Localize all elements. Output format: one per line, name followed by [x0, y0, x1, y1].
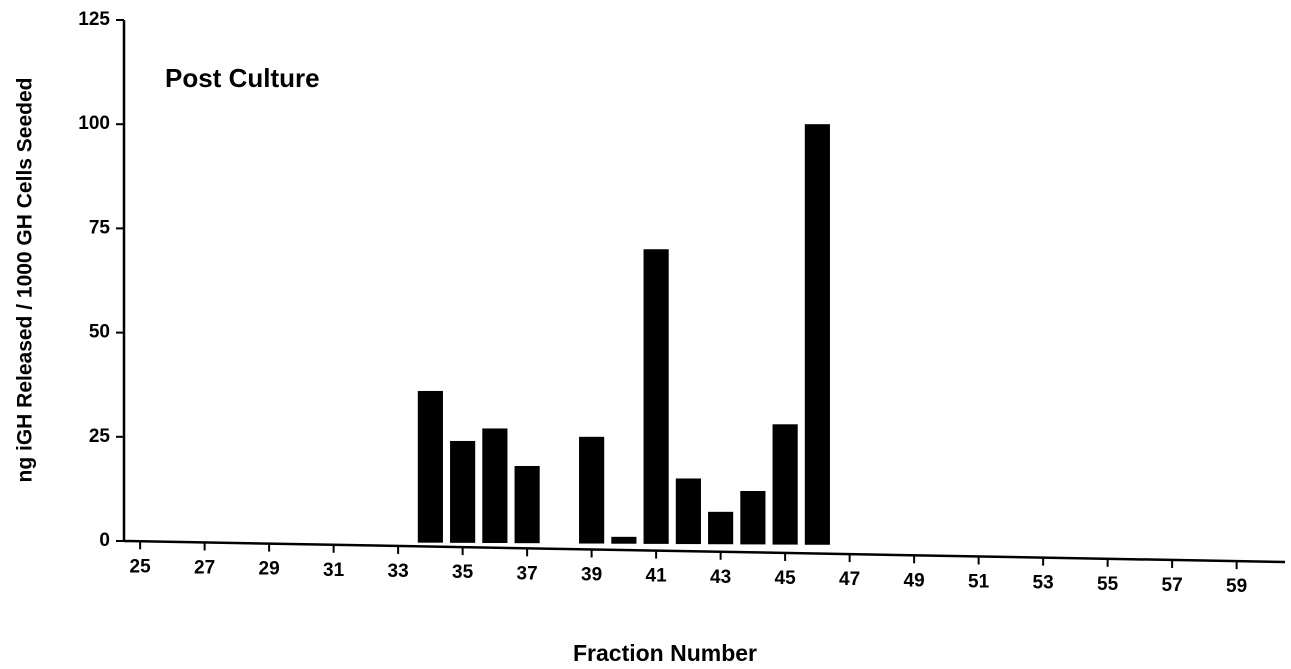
bar [482, 428, 508, 544]
x-tick-label: 35 [452, 562, 474, 583]
y-tick-label: 100 [78, 113, 110, 134]
bar [579, 436, 605, 544]
bar [740, 490, 766, 545]
x-tick-label: 33 [388, 561, 409, 582]
y-tick-label: 25 [89, 426, 111, 447]
y-tick-label: 50 [89, 322, 110, 343]
x-tick-label: 27 [194, 557, 215, 578]
bar [708, 511, 734, 545]
annotation: Post Culture [165, 63, 320, 93]
x-tick-label: 49 [904, 570, 925, 591]
x-tick-label: 57 [1162, 575, 1183, 596]
x-tick-label: 47 [839, 569, 860, 590]
bar [804, 124, 830, 545]
x-tick-label: 43 [710, 567, 731, 588]
x-tick-label: 41 [646, 566, 668, 587]
bar [611, 536, 637, 544]
x-tick-label: 59 [1226, 576, 1247, 597]
x-tick-label: 51 [968, 571, 990, 592]
y-tick-label: 0 [99, 530, 110, 551]
bar [450, 440, 476, 543]
bar [417, 390, 443, 543]
x-axis-label: Fraction Number [573, 640, 757, 666]
bar [514, 465, 540, 544]
x-tick-label: 55 [1097, 574, 1119, 595]
y-tick-label: 75 [89, 217, 111, 238]
x-tick-label: 25 [130, 556, 152, 577]
y-tick-label: 125 [78, 9, 110, 30]
x-tick-label: 37 [517, 563, 538, 584]
x-tick-label: 39 [581, 564, 602, 585]
x-tick-label: 45 [775, 568, 797, 589]
bar [675, 478, 701, 545]
y-axis-label: ng iGH Released / 1000 GH Cells Seeded [14, 78, 37, 483]
x-tick-label: 31 [323, 560, 345, 581]
bar [772, 424, 798, 545]
x-tick-label: 53 [1033, 573, 1054, 594]
x-tick-label: 29 [259, 559, 280, 580]
x-axis [123, 539, 1286, 564]
bar [643, 249, 669, 544]
